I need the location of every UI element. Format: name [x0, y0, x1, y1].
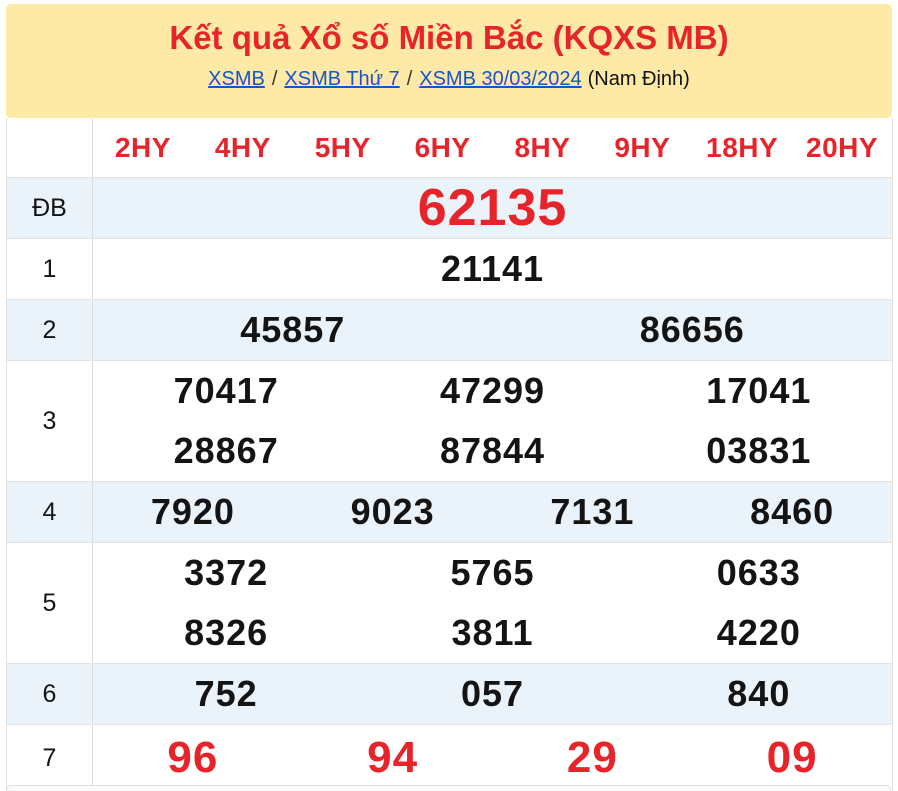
- prize-number: 17041: [706, 370, 812, 411]
- prize-line: 8326 3811 4220: [93, 603, 892, 663]
- prize-number: 96: [167, 733, 219, 782]
- prize-number: 7131: [550, 491, 635, 532]
- prize-number: 752: [194, 673, 258, 714]
- prize-number: 45857: [240, 309, 346, 350]
- prize-number: 057: [460, 673, 525, 714]
- column-header-5hy: 5HY: [314, 131, 371, 163]
- prize-line: 28867 87844 03831: [93, 421, 892, 481]
- prize-line: 3372 5765 0633: [93, 543, 892, 603]
- row-label: 1: [7, 239, 93, 299]
- prize-number: 3372: [184, 552, 269, 593]
- table-header-row: 2HY 4HY 5HY 6HY 8HY 9HY 18HY 20HY: [7, 118, 892, 178]
- prize-row-content: 7920 9023 7131 8460: [93, 482, 892, 542]
- row-label: 2: [7, 300, 93, 360]
- prize-row-content: 96 94 29 09: [93, 725, 892, 791]
- prize-number: 5765: [450, 552, 535, 593]
- prize-row-4: 4 7920 9023 7131 8460: [7, 482, 892, 543]
- prize-number: 70417: [173, 370, 279, 411]
- prize-row-5: 5 3372 5765 0633 8326 3811 4220: [7, 543, 892, 664]
- prize-number: 3811: [451, 612, 534, 653]
- prize-number: 8460: [750, 491, 835, 532]
- row-label: ĐB: [7, 178, 93, 238]
- prize-row-content: 21141: [93, 239, 892, 299]
- prize-row-1: 1 21141: [7, 239, 892, 300]
- row-label: 4: [7, 482, 93, 542]
- prize-number: 8326: [184, 612, 269, 653]
- prize-row-7: 7 96 94 29 09: [7, 725, 892, 791]
- prize-line: 70417 47299 17041: [93, 361, 892, 421]
- prize-number: 86656: [639, 309, 745, 350]
- prize-line: 7920 9023 7131 8460: [93, 482, 892, 542]
- prize-row-2: 2 45857 86656: [7, 300, 892, 361]
- breadcrumb-separator: /: [406, 68, 413, 90]
- prize-number: 28867: [173, 430, 279, 471]
- prize-line: 96 94 29 09: [93, 725, 892, 791]
- prize-row-content: 752 057 840: [93, 664, 892, 724]
- prize-number: 94: [367, 733, 419, 782]
- results-header: Kết quả Xổ số Miền Bắc (KQXS MB) XSMB / XS…: [6, 4, 892, 118]
- page-title: Kết quả Xổ số Miền Bắc (KQXS MB): [169, 19, 729, 56]
- prize-row-6: 6 752 057 840: [7, 664, 892, 725]
- row-label: 3: [7, 361, 93, 481]
- prize-number: 840: [727, 673, 791, 714]
- row-label: 6: [7, 664, 93, 724]
- prize-row-đb: ĐB 62135: [7, 178, 892, 239]
- column-header-line: 2HY 4HY 5HY 6HY 8HY 9HY 18HY 20HY: [93, 118, 892, 177]
- prize-row-content: 62135: [93, 178, 892, 238]
- prize-number: 21141: [440, 248, 545, 289]
- breadcrumb-link-xsmb-date[interactable]: XSMB 30/03/2024: [419, 68, 582, 90]
- prize-number: 47299: [439, 370, 546, 411]
- column-header-6hy: 6HY: [414, 131, 471, 163]
- prize-number: 09: [766, 733, 818, 782]
- prize-line: 21141: [93, 239, 892, 299]
- breadcrumb-location-suffix: (Nam Định): [587, 68, 690, 90]
- column-header-9hy: 9HY: [614, 131, 671, 163]
- prize-number: 7920: [150, 491, 235, 532]
- corner-cell: [7, 118, 93, 177]
- breadcrumb-separator: /: [271, 68, 278, 90]
- prize-number: 03831: [706, 430, 812, 471]
- column-header-4hy: 4HY: [214, 131, 271, 163]
- prize-number: 87844: [439, 430, 546, 471]
- column-headers: 2HY 4HY 5HY 6HY 8HY 9HY 18HY 20HY: [93, 118, 892, 177]
- column-header-20hy: 20HY: [806, 131, 879, 163]
- next-section-strip: [6, 785, 891, 791]
- prize-number: 0633: [716, 552, 801, 593]
- prize-number: 4220: [716, 612, 801, 653]
- results-table: 2HY 4HY 5HY 6HY 8HY 9HY 18HY 20HY ĐB 62135 1 21141 2…: [6, 118, 893, 791]
- prize-line: 45857 86656: [93, 300, 892, 360]
- row-label: 7: [7, 725, 93, 791]
- prize-number: 62135: [417, 179, 568, 237]
- prize-row-content: 45857 86656: [93, 300, 892, 360]
- breadcrumb-link-xsmb-thu-7[interactable]: XSMB Thứ 7: [284, 68, 400, 90]
- prize-number: 9023: [350, 491, 435, 532]
- breadcrumb: XSMB / XSMB Thứ 7 / XSMB 30/03/2024 (Nam Định…: [6, 68, 892, 91]
- prize-row-content: 3372 5765 0633 8326 3811 4220: [93, 543, 892, 663]
- prize-number: 29: [566, 733, 618, 782]
- prize-line: 62135: [93, 178, 892, 238]
- prize-row-3: 3 70417 47299 17041 28867 87844 03831: [7, 361, 892, 482]
- column-header-2hy: 2HY: [114, 131, 171, 163]
- column-header-8hy: 8HY: [514, 131, 571, 163]
- column-header-18hy: 18HY: [706, 131, 779, 163]
- prize-line: 752 057 840: [93, 664, 892, 724]
- breadcrumb-link-xsmb[interactable]: XSMB: [208, 68, 265, 90]
- prize-row-content: 70417 47299 17041 28867 87844 03831: [93, 361, 892, 481]
- row-label: 5: [7, 543, 93, 663]
